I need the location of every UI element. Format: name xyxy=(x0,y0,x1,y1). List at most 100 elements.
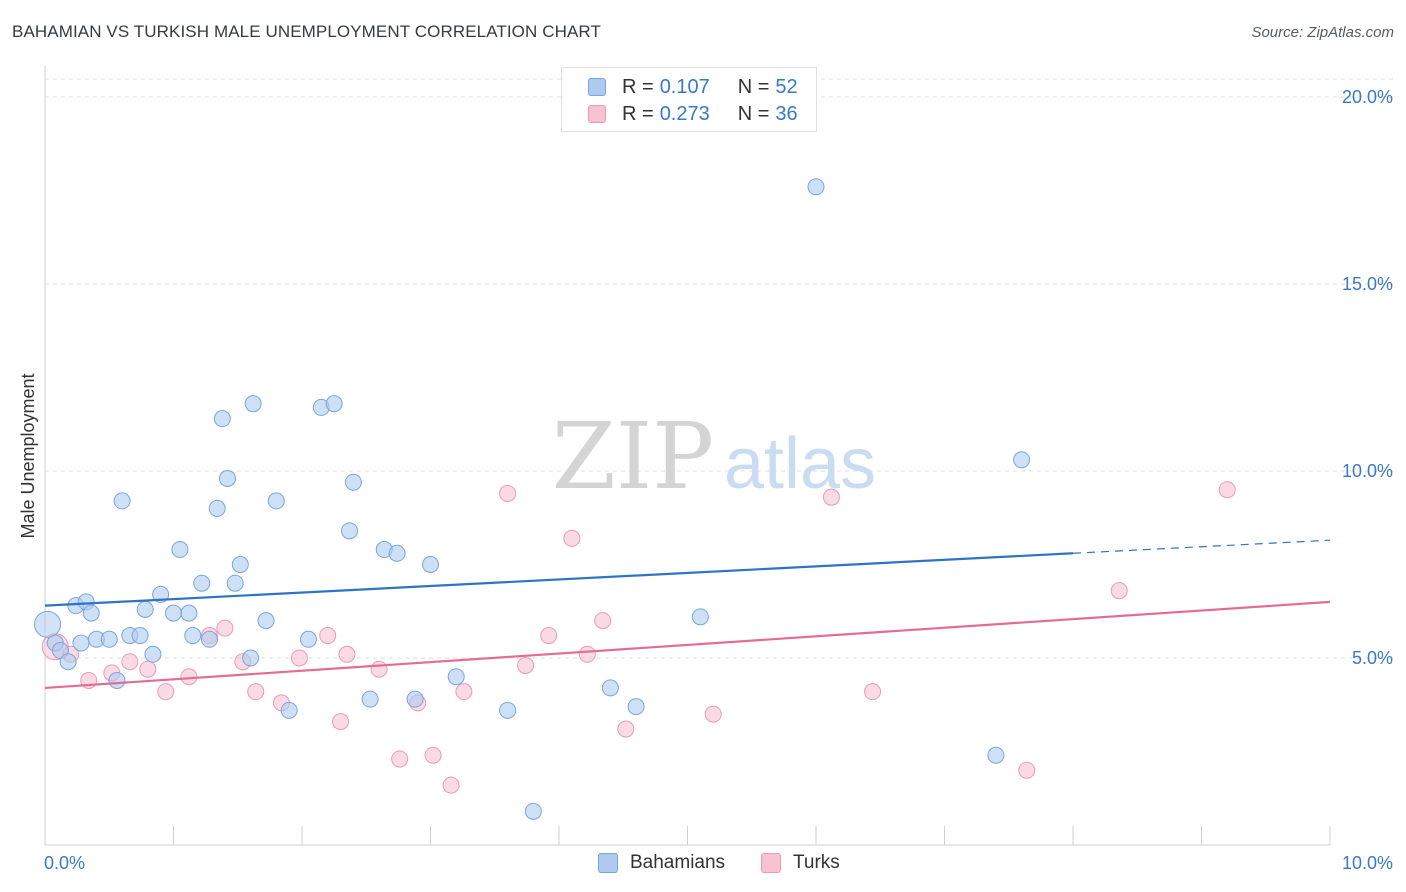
bahamians-point[interactable] xyxy=(257,612,275,630)
turks-point[interactable] xyxy=(1218,481,1236,499)
bahamians-point[interactable] xyxy=(184,627,202,645)
bahamians-point[interactable] xyxy=(299,630,317,648)
r-label: R = xyxy=(622,102,654,125)
bahamians-point[interactable] xyxy=(226,574,244,592)
turks-point[interactable] xyxy=(499,484,517,502)
bahamians-point[interactable] xyxy=(499,701,517,719)
bahamians-point[interactable] xyxy=(422,556,439,573)
turks-point[interactable] xyxy=(455,683,473,701)
legend-item-bahamians[interactable]: Bahamians xyxy=(598,852,725,874)
bahamians-point[interactable] xyxy=(100,630,118,648)
turks-point[interactable] xyxy=(517,656,535,674)
bahamians-point[interactable] xyxy=(82,604,100,622)
bahamians-point[interactable] xyxy=(180,604,198,622)
bahamians-point[interactable] xyxy=(208,499,226,517)
bahamians-point[interactable] xyxy=(807,178,825,196)
turks-point[interactable] xyxy=(338,645,356,663)
bahamians-point[interactable] xyxy=(1013,451,1031,469)
turks-point[interactable] xyxy=(442,776,460,794)
bahamians-point[interactable] xyxy=(218,469,236,487)
turks-point[interactable] xyxy=(370,660,388,678)
legend-row-turks: R = 0.273 N = 36 xyxy=(588,101,798,127)
turks-point[interactable] xyxy=(594,612,612,630)
bahamians-point[interactable] xyxy=(152,585,170,603)
turks-point[interactable] xyxy=(247,683,265,701)
n-value: 52 xyxy=(775,75,798,98)
bahamians-point[interactable] xyxy=(524,802,542,820)
chart-title: BAHAMIAN VS TURKISH MALE UNEMPLOYMENT CO… xyxy=(12,22,601,41)
bahamians-point[interactable] xyxy=(601,679,619,697)
source-credit: Source: ZipAtlas.com xyxy=(1251,24,1394,41)
turks-point[interactable] xyxy=(617,720,635,738)
turks-point[interactable] xyxy=(1110,582,1128,600)
bahamians-point[interactable] xyxy=(691,608,709,626)
legend-swatch-blue xyxy=(598,853,618,873)
turks-point[interactable] xyxy=(180,668,198,686)
legend-swatch-blue xyxy=(588,78,606,96)
n-label: N = xyxy=(737,75,770,98)
turks-trend-line xyxy=(44,600,1331,690)
bahamians-point[interactable] xyxy=(113,492,131,510)
legend-item-turks[interactable]: Turks xyxy=(761,852,840,874)
turks-point[interactable] xyxy=(290,649,308,667)
bahamians-point[interactable] xyxy=(344,473,362,491)
bahamians-trend-line xyxy=(44,552,1074,607)
bahamians-point[interactable] xyxy=(627,698,645,716)
bahamians-point[interactable] xyxy=(200,630,218,648)
turks-point[interactable] xyxy=(540,627,558,645)
bahamians-point[interactable] xyxy=(59,653,77,671)
bahamians-point[interactable] xyxy=(213,410,231,428)
y-tick-label: 5.0% xyxy=(1352,648,1393,668)
n-value: 36 xyxy=(775,102,798,125)
bahamians-point[interactable] xyxy=(388,544,406,562)
bahamians-point[interactable] xyxy=(165,604,182,622)
turks-point[interactable] xyxy=(578,645,596,663)
turks-point[interactable] xyxy=(157,683,175,701)
data-points xyxy=(34,178,1236,820)
n-label: N = xyxy=(737,102,770,125)
turks-point[interactable] xyxy=(424,746,442,764)
bahamians-point[interactable] xyxy=(406,690,424,708)
bahamians-point[interactable] xyxy=(280,701,298,719)
turks-point[interactable] xyxy=(332,713,350,731)
turks-point[interactable] xyxy=(391,750,409,768)
legend-row-bahamians: R = 0.107 N = 52 xyxy=(588,74,798,100)
r-label: R = xyxy=(622,75,654,98)
bahamians-point[interactable] xyxy=(131,627,149,645)
turks-point[interactable] xyxy=(563,529,581,547)
bahamians-point[interactable] xyxy=(171,541,189,559)
y-tick-label: 20.0% xyxy=(1342,87,1393,107)
series-legend: Bahamians Turks xyxy=(0,852,1406,876)
trend-lines xyxy=(44,539,1331,690)
axes xyxy=(44,66,1331,846)
x-tick-label-max: 10.0% xyxy=(1342,853,1393,873)
bahamians-point[interactable] xyxy=(987,746,1005,764)
bahamians-point[interactable] xyxy=(136,600,154,618)
turks-point[interactable] xyxy=(319,627,337,645)
bahamians-point[interactable] xyxy=(193,574,211,592)
bahamians-point[interactable] xyxy=(341,522,359,540)
turks-point[interactable] xyxy=(121,653,139,671)
r-value: 0.107 xyxy=(659,75,710,98)
bahamians-point[interactable] xyxy=(447,668,465,686)
turks-point[interactable] xyxy=(1018,761,1036,779)
turks-point[interactable] xyxy=(822,488,840,506)
turks-point[interactable] xyxy=(864,683,882,701)
y-axis-label: Male Unemployment xyxy=(18,373,38,538)
bahamians-point[interactable] xyxy=(72,634,90,652)
turks-point[interactable] xyxy=(704,705,722,723)
bahamians-point[interactable] xyxy=(361,690,379,708)
turks-point[interactable] xyxy=(139,660,157,678)
correlation-legend: R = 0.107 N = 52 R = 0.273 N = 36 xyxy=(561,67,817,132)
bahamians-point[interactable] xyxy=(325,395,343,413)
bahamians-point[interactable] xyxy=(231,556,249,573)
bahamians-point[interactable] xyxy=(244,395,262,413)
bahamians-point[interactable] xyxy=(144,645,162,663)
bahamians-point[interactable] xyxy=(242,649,260,667)
bahamians-point[interactable] xyxy=(108,671,126,689)
bahamians-point[interactable] xyxy=(34,610,62,638)
y-tick-label: 15.0% xyxy=(1342,274,1393,294)
turks-point[interactable] xyxy=(216,619,234,637)
bahamians-point[interactable] xyxy=(267,492,285,510)
